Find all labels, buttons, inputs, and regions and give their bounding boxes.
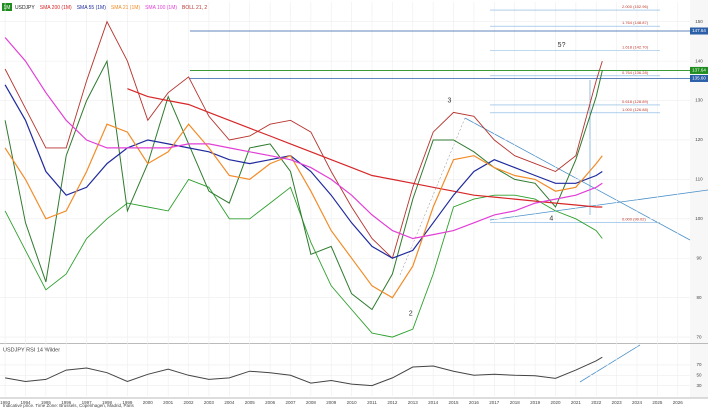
x-tick-label: 2026 <box>673 400 684 405</box>
bollinger-upper <box>4 20 603 260</box>
price-tag <box>690 66 708 74</box>
fib-label: 1.618 (142.70) <box>622 45 649 50</box>
y-tick-label: 120 <box>695 137 703 142</box>
price-axis-panel <box>690 0 708 398</box>
legend-entry: SMA 21 (1M) <box>111 5 141 11</box>
x-tick-label: 2009 <box>326 400 337 405</box>
x-tick-label: 2024 <box>632 400 643 405</box>
fib-label: 1.764 (148.87) <box>622 20 649 25</box>
fib-label: 1.000 (126.88) <box>622 107 649 112</box>
y-tick-label: 30 <box>696 383 702 388</box>
legend-entry: BOLL 21, 2 <box>182 5 207 11</box>
series-line <box>127 88 603 208</box>
y-tick-label: 90 <box>696 255 702 260</box>
x-tick-label: 2023 <box>612 400 623 405</box>
x-tick-label: 1998 <box>102 400 113 405</box>
trendline <box>489 189 708 221</box>
x-tick-label: 2025 <box>652 400 663 405</box>
y-tick-label: 70 <box>696 362 702 367</box>
wave-label: 4 <box>549 216 553 223</box>
series-line <box>4 59 603 311</box>
bollinger-lower <box>4 178 603 338</box>
x-tick-label: 2001 <box>163 400 174 405</box>
x-tick-label: 2011 <box>367 400 377 405</box>
x-tick-label: 2016 <box>469 400 480 405</box>
x-tick-label: 2021 <box>571 400 582 405</box>
x-tick-label: 2012 <box>387 400 398 405</box>
y-tick-label: 70 <box>696 334 702 339</box>
fib-label: 0.764 (136.28) <box>622 70 649 75</box>
x-tick-label: 2006 <box>265 400 276 405</box>
x-tick-label: 2007 <box>285 400 296 405</box>
x-tick-label: 2008 <box>306 400 317 405</box>
fib-label: 0.000 (99.02) <box>622 217 646 222</box>
x-tick-label: 2002 <box>184 400 195 405</box>
fib-label: 0.618 (128.89) <box>622 99 649 104</box>
y-tick-label: 140 <box>695 58 703 63</box>
x-tick-label: 2022 <box>591 400 602 405</box>
series-line <box>5 356 603 387</box>
footnote: Indicative price. Time Zone: Brussels, C… <box>3 403 135 408</box>
x-tick-label: 1996 <box>61 400 72 405</box>
x-tick-label: 1999 <box>122 400 133 405</box>
y-tick-label: 100 <box>695 216 703 221</box>
price-tag-label: 135.60 <box>692 76 706 81</box>
interval-badge <box>2 3 12 11</box>
y-tick-label: 50 <box>696 372 702 377</box>
legend-entry: SMA 100 (1M) <box>145 5 177 11</box>
x-tick-label: 2003 <box>204 400 215 405</box>
fib-label: 2.000 (152.96) <box>622 4 649 9</box>
interval: 1M <box>4 5 11 11</box>
x-tick-label: 2005 <box>245 400 256 405</box>
legend-entry: SMA 55 (1M) <box>77 5 107 11</box>
x-tick-label: 2017 <box>489 400 500 405</box>
price-tag-label: 147.64 <box>692 28 706 33</box>
x-tick-label: 1993 <box>0 400 11 405</box>
rsi-trendline <box>579 344 641 383</box>
series-line <box>4 84 603 259</box>
series-line <box>4 37 603 240</box>
x-tick-label: 1994 <box>20 400 31 405</box>
price-tag-label: 137.64 <box>692 68 706 73</box>
y-tick-label: 110 <box>695 177 703 182</box>
wave-label: 3 <box>448 97 452 104</box>
price-tag <box>690 74 708 82</box>
wave-label: 2 <box>409 310 413 317</box>
series-line <box>4 123 603 299</box>
trendline <box>464 117 691 241</box>
rsi-title: USDJPY RSI 14 Wilder <box>3 347 60 353</box>
y-tick-label: 150 <box>695 19 703 24</box>
x-tick-label: 2000 <box>143 400 154 405</box>
x-tick-label: 2010 <box>347 400 358 405</box>
x-tick-label: 2015 <box>449 400 460 405</box>
y-tick-label: 80 <box>696 295 702 300</box>
y-tick-label: 130 <box>695 98 703 103</box>
x-tick-label: 2020 <box>550 400 561 405</box>
x-tick-label: 2014 <box>428 400 439 405</box>
x-tick-label: 1997 <box>82 400 93 405</box>
legend-entry: USDJPY <box>15 5 35 11</box>
wave-label: 5? <box>558 42 566 49</box>
wave-line <box>399 117 466 276</box>
x-tick-label: 2019 <box>530 400 541 405</box>
x-tick-label: 2013 <box>408 400 419 405</box>
price-tag <box>690 27 708 35</box>
legend-entry: SMA 200 (1M) <box>40 5 72 11</box>
x-tick-label: 2004 <box>224 400 235 405</box>
x-tick-label: 2018 <box>510 400 521 405</box>
x-tick-label: 1995 <box>41 400 52 405</box>
